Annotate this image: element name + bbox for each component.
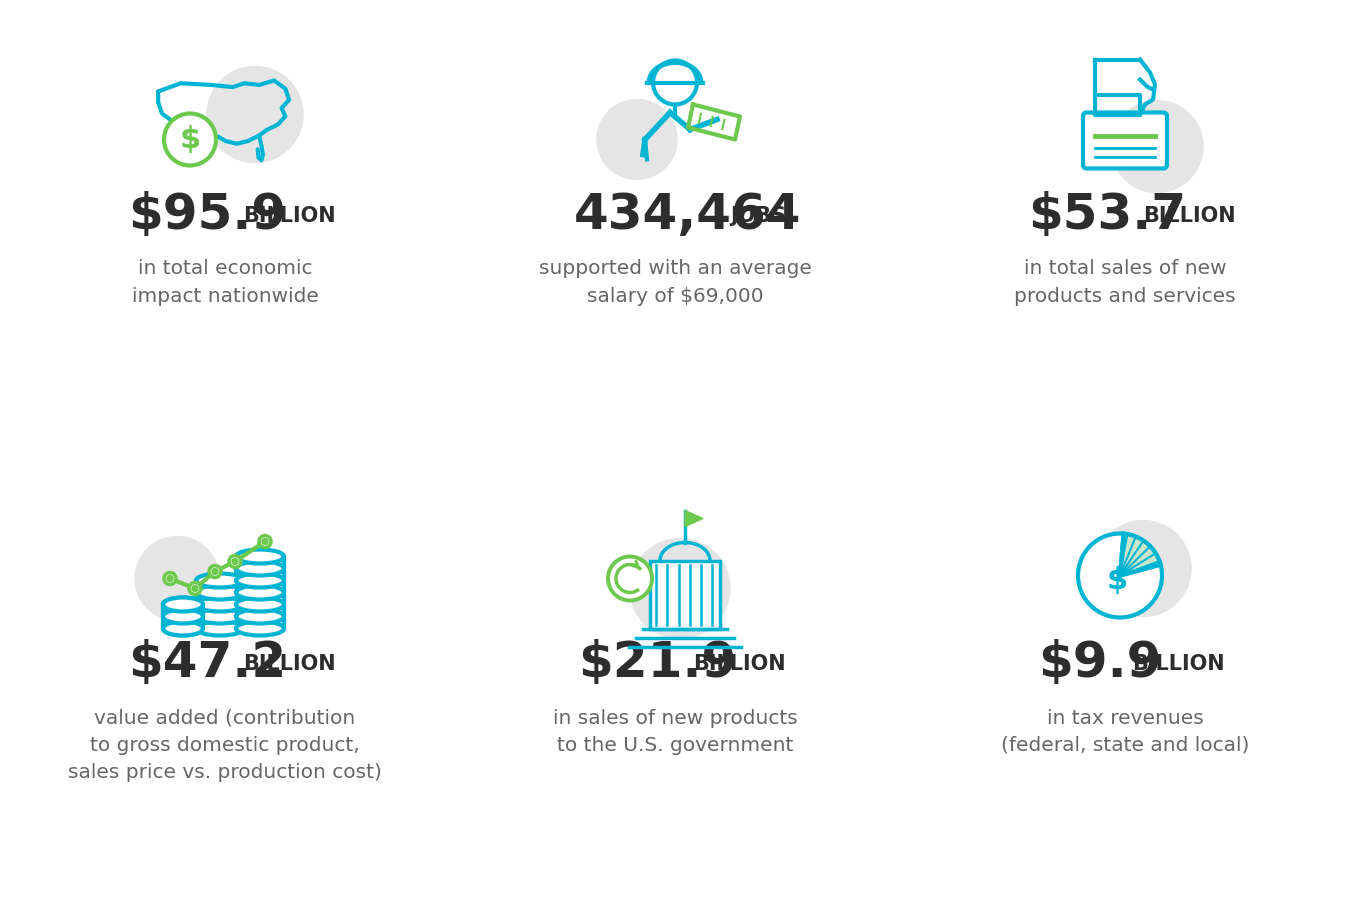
Ellipse shape bbox=[196, 597, 244, 612]
Wedge shape bbox=[1120, 533, 1161, 576]
Ellipse shape bbox=[196, 585, 244, 600]
Ellipse shape bbox=[236, 597, 284, 612]
Ellipse shape bbox=[236, 561, 284, 576]
Ellipse shape bbox=[236, 621, 284, 636]
Ellipse shape bbox=[196, 621, 244, 636]
Text: BILLION: BILLION bbox=[243, 206, 336, 225]
Text: $9.9: $9.9 bbox=[1038, 639, 1162, 688]
Circle shape bbox=[608, 557, 652, 601]
Ellipse shape bbox=[163, 621, 202, 636]
Circle shape bbox=[630, 539, 730, 638]
Text: BILLION: BILLION bbox=[693, 655, 786, 674]
Circle shape bbox=[230, 556, 242, 568]
Circle shape bbox=[597, 100, 676, 180]
Circle shape bbox=[167, 576, 173, 582]
Text: BILLION: BILLION bbox=[1133, 655, 1226, 674]
Circle shape bbox=[1079, 533, 1162, 618]
Circle shape bbox=[653, 60, 697, 104]
Ellipse shape bbox=[163, 610, 202, 623]
Ellipse shape bbox=[163, 621, 202, 636]
Circle shape bbox=[209, 566, 221, 577]
Text: in sales of new products
to the U.S. government: in sales of new products to the U.S. gov… bbox=[552, 709, 798, 754]
Text: BILLION: BILLION bbox=[243, 655, 336, 674]
Ellipse shape bbox=[236, 610, 284, 623]
Ellipse shape bbox=[196, 610, 244, 623]
Circle shape bbox=[163, 573, 176, 585]
Circle shape bbox=[163, 113, 216, 165]
Text: 434,464: 434,464 bbox=[574, 190, 801, 239]
Text: $53.7: $53.7 bbox=[1027, 190, 1187, 239]
Polygon shape bbox=[684, 510, 703, 526]
Text: supported with an average
salary of $69,000: supported with an average salary of $69,… bbox=[539, 260, 811, 305]
Text: in total economic
impact nationwide: in total economic impact nationwide bbox=[131, 260, 319, 305]
Text: $21.9: $21.9 bbox=[578, 639, 736, 688]
Circle shape bbox=[207, 66, 302, 163]
Text: JOBS: JOBS bbox=[730, 206, 787, 225]
Circle shape bbox=[135, 536, 219, 621]
Ellipse shape bbox=[236, 574, 284, 587]
Circle shape bbox=[1095, 521, 1191, 617]
Circle shape bbox=[259, 535, 271, 548]
Text: in total sales of new
products and services: in total sales of new products and servi… bbox=[1014, 260, 1235, 305]
Circle shape bbox=[192, 585, 198, 592]
Ellipse shape bbox=[236, 585, 284, 600]
Text: BILLION: BILLION bbox=[1143, 206, 1235, 225]
Circle shape bbox=[212, 568, 217, 575]
Circle shape bbox=[189, 583, 201, 594]
Text: $: $ bbox=[1107, 566, 1127, 595]
Circle shape bbox=[1111, 101, 1203, 192]
Ellipse shape bbox=[163, 610, 202, 623]
Text: $47.2: $47.2 bbox=[128, 639, 286, 688]
Bar bbox=[649, 560, 720, 629]
Circle shape bbox=[262, 539, 269, 544]
Ellipse shape bbox=[196, 574, 244, 587]
Text: value added (contribution
to gross domestic product,
sales price vs. production : value added (contribution to gross domes… bbox=[68, 709, 382, 782]
Text: $: $ bbox=[180, 125, 201, 154]
Text: in tax revenues
(federal, state and local): in tax revenues (federal, state and loca… bbox=[1000, 709, 1249, 754]
Text: $95.9: $95.9 bbox=[128, 190, 286, 239]
Circle shape bbox=[232, 559, 238, 565]
Ellipse shape bbox=[163, 597, 202, 612]
Ellipse shape bbox=[236, 550, 284, 564]
Ellipse shape bbox=[163, 597, 202, 612]
FancyBboxPatch shape bbox=[1083, 112, 1166, 169]
